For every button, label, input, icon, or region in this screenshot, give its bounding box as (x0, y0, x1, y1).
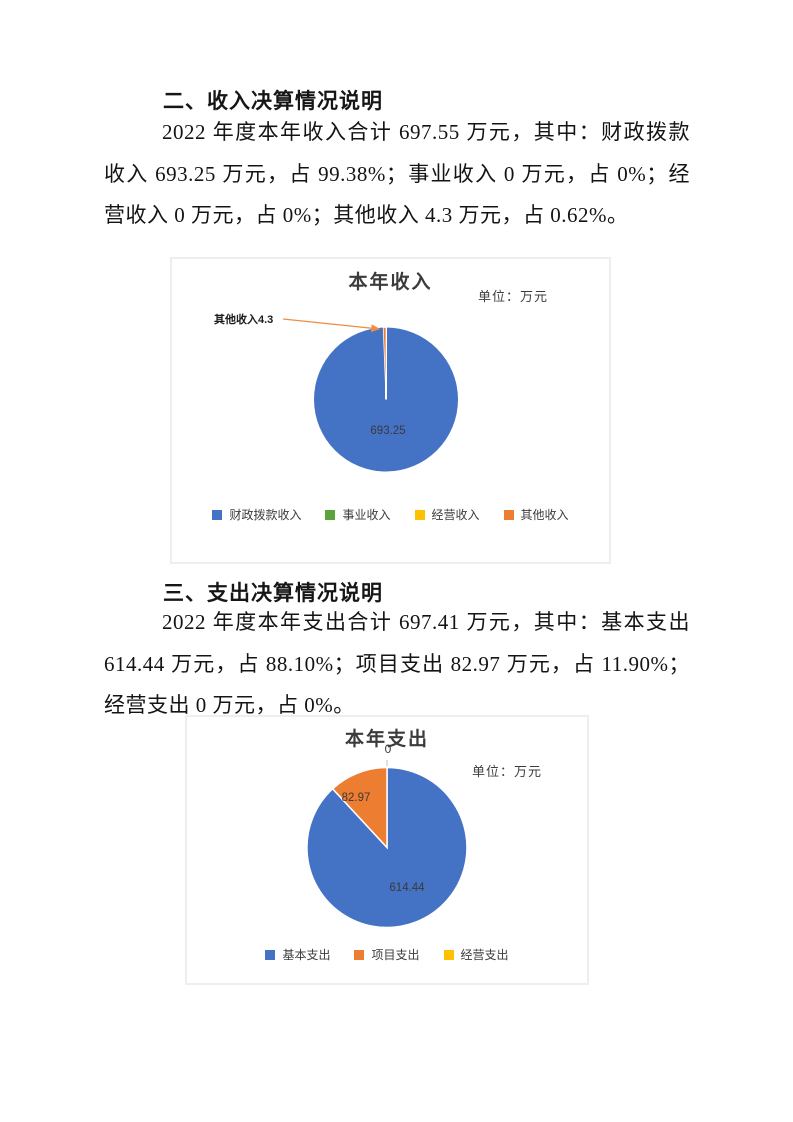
legend-item-fiscal-income: 财政拨款收入 (212, 506, 301, 523)
expense-chart-title: 本年支出 (344, 729, 429, 750)
legend-item-other-income: 其他收入 (503, 506, 569, 523)
legend-item-business-income: 事业收入 (325, 506, 391, 523)
income-pie-chart (282, 318, 458, 472)
legend-label-basic-expense: 基本支出 (282, 948, 331, 962)
legend-label-operating-expense: 经营支出 (460, 948, 509, 962)
expense-paragraph: 2022 年度本年支出合计 697.41 万元，其中：基本支出 614.44 万… (104, 610, 690, 717)
expense-basic-value-label: 614.44 (389, 882, 425, 894)
callout-arrow-icon (282, 318, 381, 333)
section-heading-income: 二、收入决算情况说明 (163, 90, 383, 113)
income-chart-title: 本年收入 (348, 272, 433, 293)
income-legend: 财政拨款收入 事业收入 经营收入 其他收入 (172, 506, 609, 523)
income-paragraph: 2022 年度本年收入合计 697.55 万元，其中：财政拨款收入 693.25… (104, 120, 690, 227)
legend-swatch-operating-income (414, 509, 425, 520)
expense-pie-project-slice (331, 766, 388, 850)
expense-chart-card: 本年支出 0 单位：万元 82.97 614.44 基本支出 项目支出 经营支出 (185, 715, 589, 985)
legend-swatch-basic-expense (265, 949, 276, 960)
income-main-value-label: 693.25 (370, 425, 406, 437)
legend-label-fiscal-income: 财政拨款收入 (229, 508, 302, 522)
income-chart-card: 本年收入 单位：万元 其他收入4.3 693.25 财政拨款收入 事业收入 经营… (170, 257, 611, 564)
expense-pie-chart (306, 760, 468, 929)
legend-item-project-expense: 项目支出 (354, 946, 420, 963)
legend-item-operating-expense: 经营支出 (443, 946, 509, 963)
legend-swatch-project-expense (354, 949, 365, 960)
legend-label-business-income: 事业收入 (342, 508, 391, 522)
expense-zero-value-label: 0 (384, 742, 392, 756)
legend-swatch-fiscal-income (212, 509, 223, 520)
legend-label-operating-income: 经营收入 (431, 508, 480, 522)
expense-legend: 基本支出 项目支出 经营支出 (187, 946, 587, 963)
legend-swatch-business-income (325, 509, 336, 520)
legend-swatch-operating-expense (443, 949, 454, 960)
other-income-callout: 其他收入4.3 (214, 314, 274, 326)
legend-label-other-income: 其他收入 (520, 508, 569, 522)
expense-unit-label: 单位：万元 (472, 764, 543, 779)
legend-item-operating-income: 经营收入 (414, 506, 480, 523)
legend-swatch-other-income (503, 509, 514, 520)
legend-label-project-expense: 项目支出 (371, 948, 420, 962)
income-pie-other-slice (382, 327, 387, 400)
legend-item-basic-expense: 基本支出 (265, 946, 330, 963)
section-heading-expense: 三、支出决算情况说明 (163, 582, 383, 605)
expense-project-value-label: 82.97 (341, 792, 371, 804)
income-unit-label: 单位：万元 (478, 289, 549, 304)
